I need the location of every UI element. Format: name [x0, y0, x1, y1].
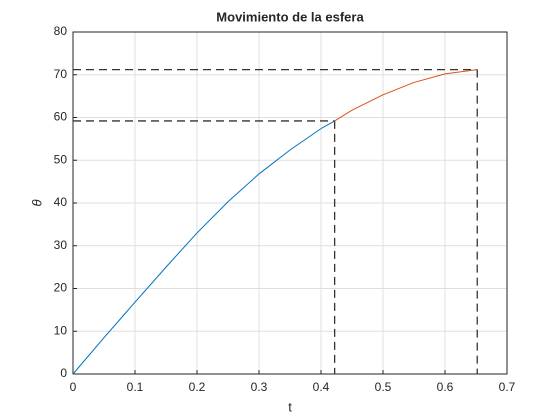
y-tick-label: 60 [54, 110, 68, 124]
series-line [334, 69, 478, 122]
x-tick-label: 0.7 [499, 380, 516, 394]
y-tick-label: 20 [54, 281, 68, 295]
y-tick-label: 10 [54, 323, 68, 337]
x-tick-label: 0.4 [313, 380, 330, 394]
x-tick-label: 0.6 [437, 380, 454, 394]
y-tick-label: 40 [54, 195, 68, 209]
y-tick-label: 30 [54, 238, 68, 252]
x-tick-label: 0.3 [251, 380, 268, 394]
axes-box [72, 31, 508, 375]
series-line [72, 120, 335, 375]
y-axis-label: θ [29, 199, 44, 206]
y-tick-label: 70 [54, 67, 68, 81]
x-tick-label: 0.1 [127, 380, 144, 394]
y-tick-label: 0 [60, 366, 67, 380]
y-tick-label: 80 [54, 24, 68, 38]
x-tick-label: 0.2 [189, 380, 206, 394]
y-tick-label: 50 [54, 152, 68, 166]
x-axis-label: t [288, 399, 292, 414]
x-tick-label: 0.5 [375, 380, 392, 394]
chart-title: Movimiento de la esfera [216, 9, 364, 24]
x-tick-label: 0 [70, 380, 77, 394]
